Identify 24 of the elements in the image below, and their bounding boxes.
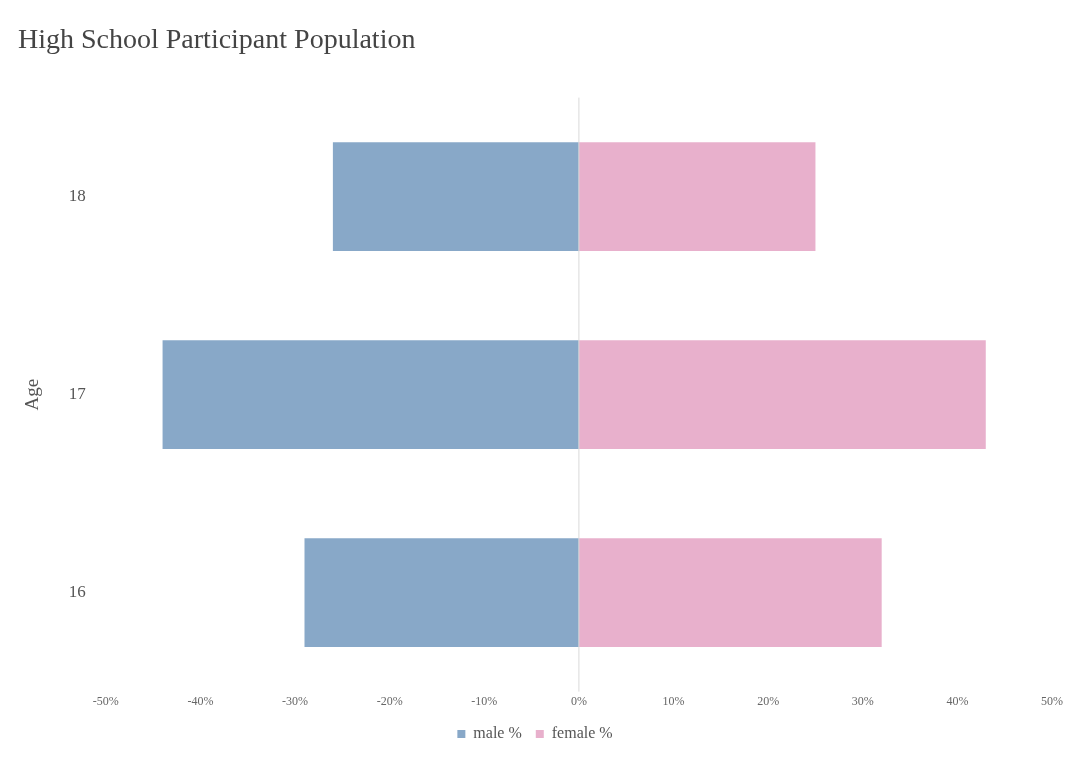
bar bbox=[304, 538, 579, 648]
bar bbox=[578, 538, 882, 648]
chart-title: High School Participant Population bbox=[18, 23, 416, 55]
x-tick-label: -50% bbox=[92, 693, 119, 708]
y-tick-label: 16 bbox=[68, 582, 86, 602]
x-tick-label: -40% bbox=[187, 693, 214, 708]
x-tick-label: 10% bbox=[662, 693, 685, 708]
x-tick-label: 30% bbox=[851, 693, 874, 708]
x-tick-label: 20% bbox=[757, 693, 780, 708]
y-tick-label: 17 bbox=[68, 384, 87, 404]
bar bbox=[162, 340, 579, 450]
x-tick-label: 40% bbox=[946, 693, 969, 708]
y-tick-label: 18 bbox=[68, 186, 86, 206]
x-tick-label: -20% bbox=[376, 693, 403, 708]
bar bbox=[578, 340, 986, 450]
legend-label: female % bbox=[551, 724, 613, 742]
legend-label: male % bbox=[473, 724, 522, 742]
x-tick-label: -10% bbox=[471, 693, 498, 708]
y-axis-title: Age bbox=[21, 378, 43, 411]
x-tick-label: 50% bbox=[1041, 693, 1063, 708]
bar bbox=[332, 142, 579, 252]
x-tick-label: -30% bbox=[282, 693, 309, 708]
bar bbox=[578, 142, 816, 252]
x-tick-label: 0% bbox=[570, 693, 587, 708]
